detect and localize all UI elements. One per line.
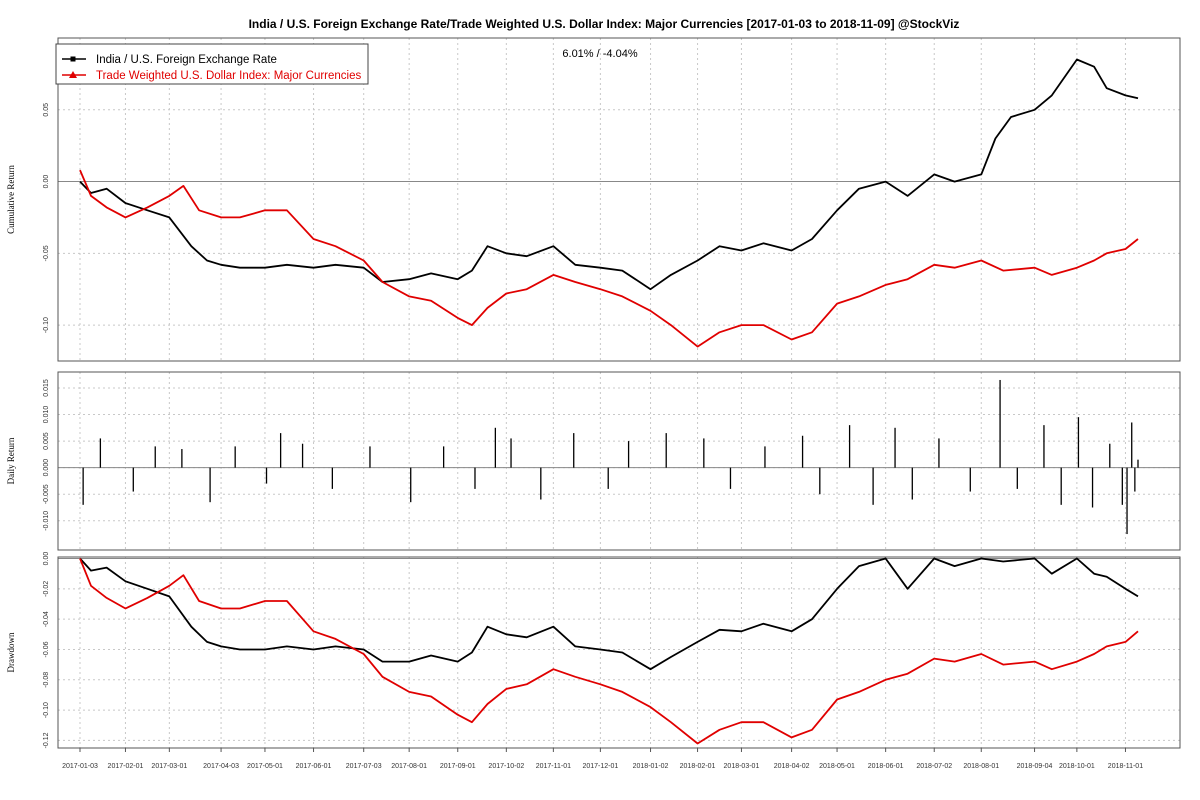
y-tick-label: 0.00 [43,552,50,566]
panel-1: 0.015 0.010 0.005 0.000 -0.005 -0.010 Daily Re… [6,371,1181,551]
series-line-twd [79,169,1139,348]
y-tick-label: -0.02 [43,581,50,597]
y-axis-label: Drawdown [6,632,16,672]
x-tick-label: 2017-11-01 [536,763,571,770]
x-tick-label: 2017-02-01 [108,763,144,770]
panel-2: 0.00 -0.02 -0.04 -0.06 -0.08 -0.10 -0.12 Drawdo… [6,552,1181,749]
chart-panels: 0.05 0.00 -0.05 -0.10 Cumulative Return 0.015… [6,37,1181,770]
legend-box [55,43,369,85]
y-tick-label: -0.06 [43,641,50,657]
y-tick-label: -0.08 [43,672,50,688]
y-tick-label: 0.015 [43,379,50,397]
legend-twd-label: Trade Weighted U.S. Dollar Index: Major … [96,70,361,82]
legend-twd-marker [69,71,77,78]
legend: India / U.S. Foreign Exchange Rate Trade… [55,43,369,85]
y-tick-label: -0.04 [43,611,50,627]
x-tick-label: 2017-06-01 [296,763,332,770]
x-tick-label: 2017-10-02 [488,763,524,770]
panel-frame [57,37,1181,362]
y-tick-label: 0.010 [43,406,50,424]
x-tick-label: 2018-01-02 [633,763,669,770]
y-axis-label: Daily Return [6,437,16,484]
x-tick-label: 2017-08-01 [391,763,427,770]
y-tick-label: 0.00 [43,175,50,189]
y-tick-label: -0.10 [43,702,50,718]
panel-0: 0.05 0.00 -0.05 -0.10 Cumulative Return [6,37,1181,362]
y-tick-label: 0.000 [43,459,50,477]
legend-india-marker [70,56,76,62]
x-tick-label: 2017-07-03 [346,763,382,770]
x-tick-label: 2017-04-03 [203,763,239,770]
chart-title: India / U.S. Foreign Exchange Rate/Trade… [249,17,960,31]
legend-india-label: India / U.S. Foreign Exchange Rate [96,54,277,66]
x-tick-label: 2018-06-01 [868,763,904,770]
x-tick-label: 2018-04-02 [774,763,810,770]
x-tick-label: 2017-05-01 [247,763,283,770]
y-axis-label: Cumulative Return [6,165,16,234]
panel-frame [57,371,1181,551]
x-tick-label: 2017-01-03 [62,763,98,770]
y-tick-label: -0.05 [43,245,50,261]
y-tick-label: -0.12 [43,732,50,748]
y-tick-label: -0.005 [43,484,50,504]
x-tick-label: 2018-03-01 [724,763,760,770]
x-tick-label: 2018-08-01 [963,763,999,770]
x-tick-label: 2018-10-01 [1059,763,1095,770]
x-tick-label: 2017-03-01 [151,763,187,770]
x-tick-label: 2017-09-01 [440,763,476,770]
y-tick-label: 0.05 [43,103,50,117]
y-tick-label: -0.10 [43,317,50,333]
x-tick-label: 2018-05-01 [819,763,855,770]
x-tick-label: 2018-02-01 [680,763,716,770]
y-tick-label: -0.010 [43,511,50,531]
x-tick-label: 2018-07-02 [916,763,952,770]
chart-subtitle: 6.01% / -4.04% [562,48,637,60]
panel-frame [57,556,1181,749]
x-tick-label: 2018-11-01 [1108,763,1143,770]
x-tick-label: 2017-12-01 [582,763,618,770]
y-tick-label: 0.005 [43,432,50,450]
series-line-india [79,557,1139,671]
series-line-twd [79,558,1139,745]
series-line-india [79,58,1139,291]
x-tick-label: 2018-09-04 [1017,763,1053,770]
